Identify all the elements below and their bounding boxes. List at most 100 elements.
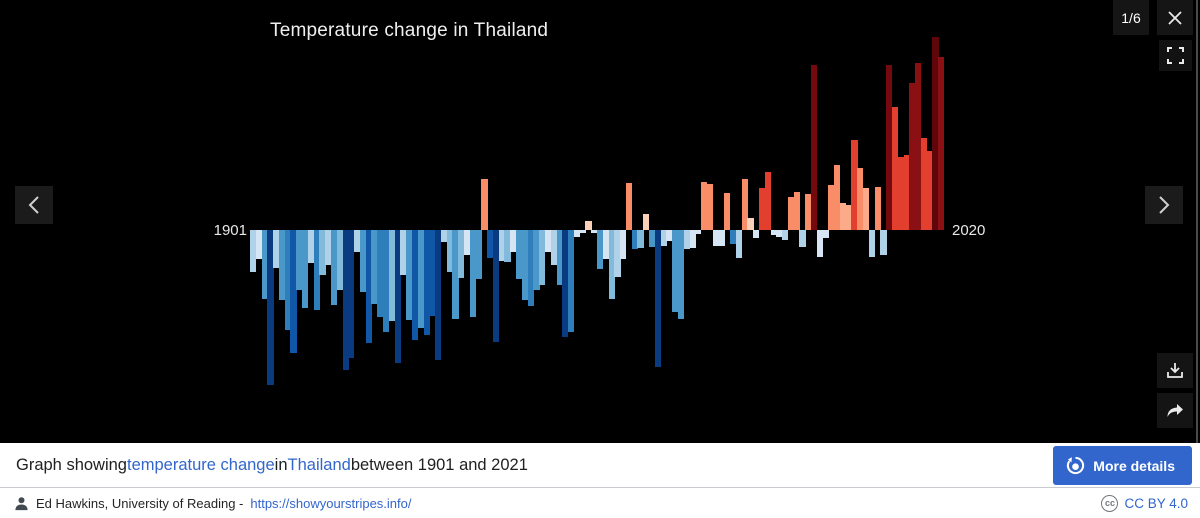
year-bar-1932 [429,230,436,316]
year-bar-1930 [417,230,424,328]
share-icon [1167,403,1183,417]
share-button[interactable] [1157,393,1193,428]
fullscreen-button[interactable] [1159,40,1192,71]
year-bar-2012 [891,107,899,230]
year-bar-1940 [475,230,482,279]
more-details-label: More details [1093,457,1175,474]
download-icon [1167,362,1183,378]
year-bar-1909 [296,230,303,290]
year-bar-1926 [394,230,401,363]
year-bar-1965 [620,230,627,259]
attribution: Ed Hawkins, University of Reading - http… [14,488,412,518]
year-bar-1933 [435,230,442,360]
year-bar-2005 [851,140,858,230]
year-bar-1967 [631,230,638,249]
year-bar-2006 [857,168,864,230]
year-bar-1915 [330,230,338,305]
year-bar-1918 [348,230,355,358]
caption-text: Graph showing temperature change in Thai… [16,443,528,487]
year-bar-2015 [909,83,916,230]
year-bar-1920 [359,230,367,292]
year-bar-1984 [730,230,737,244]
year-bar-1978 [695,230,702,234]
year-bar-1952 [544,230,552,252]
year-bar-1906 [278,230,286,300]
year-bar-1912 [313,230,320,310]
year-bar-2009 [874,187,881,230]
year-bar-1996 [799,230,806,247]
fullscreen-icon [1167,47,1184,64]
year-bar-1934 [440,230,448,242]
next-image-button[interactable] [1145,186,1183,224]
year-bar-2020 [938,57,945,230]
year-bar-1955 [562,230,569,337]
chevron-left-icon [28,196,39,214]
year-bar-1956 [568,230,575,332]
year-bar-1902 [255,230,262,259]
year-bar-2008 [868,230,875,257]
year-bar-2014 [903,155,910,230]
year-bar-1962 [602,230,609,259]
year-bar-1913 [319,230,326,275]
year-bar-1963 [608,230,615,299]
year-bar-1970 [649,230,656,247]
year-bar-1989 [758,188,766,230]
year-bar-2017 [920,138,928,230]
year-bar-1945 [504,230,511,262]
showyourstripes-link[interactable]: https://showyourstripes.info/ [250,495,412,511]
caption-segment: Graph showing [16,455,127,474]
year-bar-1942 [487,230,494,258]
year-bar-1993 [782,230,789,240]
year-bar-1968 [637,230,644,248]
year-bar-2003 [839,203,847,230]
year-bar-2001 [828,185,835,230]
year-bar-1971 [654,230,661,367]
year-bar-1907 [284,230,291,330]
year-bar-1944 [498,230,505,261]
year-bar-1927 [400,230,407,275]
year-bar-2007 [863,188,870,230]
year-bar-2013 [897,157,904,230]
year-bar-1925 [388,230,395,321]
year-bar-1947 [516,230,523,279]
caption-link[interactable]: temperature change [126,455,275,474]
year-bar-1903 [261,230,268,299]
year-bar-2010 [880,230,887,255]
year-bar-1973 [666,230,673,241]
year-bar-1953 [550,230,557,265]
close-button[interactable] [1157,0,1193,35]
image-counter: 1/6 [1113,0,1149,35]
caption-link[interactable]: Thailand [287,455,351,474]
year-bar-1914 [325,230,332,265]
year-bar-2016 [915,63,922,230]
year-bar-1937 [458,230,465,278]
download-button[interactable] [1157,353,1193,388]
close-icon [1168,10,1182,25]
year-bar-1908 [290,230,297,353]
year-bar-1922 [371,230,378,304]
year-bar-1935 [446,230,453,272]
commons-logo-icon [1067,456,1085,475]
year-bar-1928 [406,230,413,320]
footer-bar: Ed Hawkins, University of Reading - http… [0,487,1200,518]
previous-image-button[interactable] [15,186,53,224]
bars-layer [250,25,945,415]
year-bar-1995 [793,192,800,230]
year-bar-1997 [805,194,812,230]
year-bar-1981 [712,230,719,246]
year-bar-1938 [463,230,471,255]
year-bar-2019 [932,37,939,230]
year-bar-1964 [614,230,621,277]
year-bar-1905 [273,230,280,268]
year-bar-1977 [689,230,696,248]
cc-icon: cc [1101,494,1119,512]
chart-title: Temperature change in Thailand [270,20,549,41]
year-bar-1961 [597,230,604,269]
more-details-button[interactable]: More details [1053,446,1192,485]
year-bar-2000 [822,230,829,238]
year-bar-1948 [521,230,528,300]
year-bar-1990 [764,172,771,230]
license-link[interactable]: CC BY 4.0 [1124,495,1188,511]
year-bar-1991 [770,230,777,235]
year-bar-1943 [492,230,500,342]
